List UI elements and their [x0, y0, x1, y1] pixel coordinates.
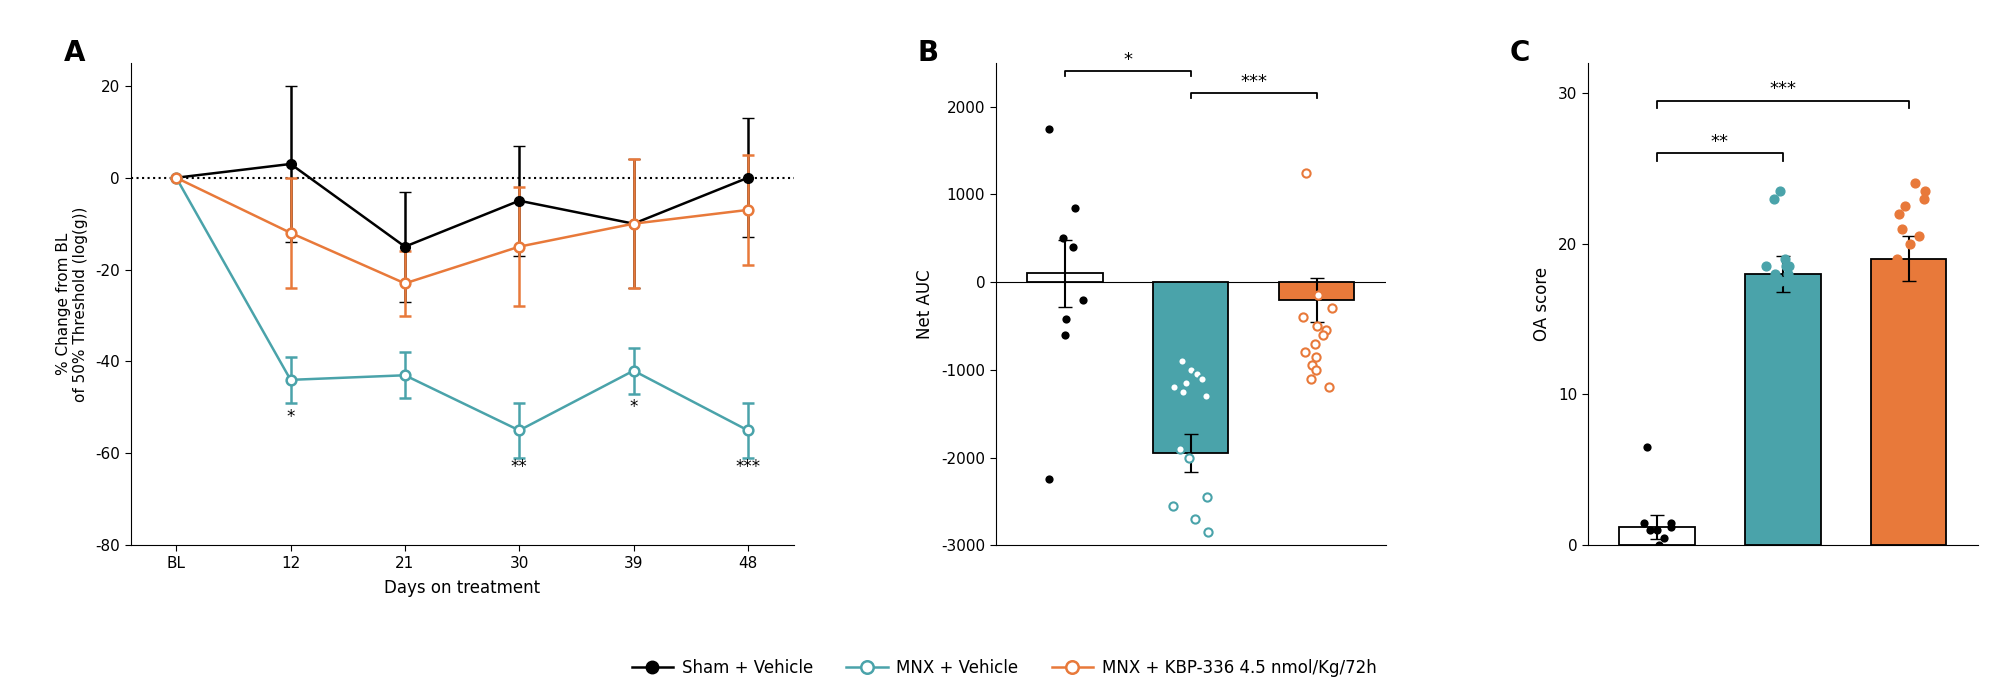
Point: [1885, 374, 1917, 385]
Point: [1634, 524, 1666, 535]
Point: [1762, 185, 1794, 196]
Point: [1883, 208, 1915, 219]
Text: B: B: [917, 38, 939, 67]
Text: *: *: [287, 408, 295, 426]
Bar: [1618, 527, 1694, 545]
Y-axis label: % Change from BL
of 50% Threshold (log(g)): % Change from BL of 50% Threshold (log(g…: [56, 206, 88, 402]
Point: [1764, 298, 1796, 310]
Text: *: *: [628, 398, 638, 417]
Text: ***: ***: [1240, 73, 1266, 91]
Point: [1046, 233, 1078, 244]
Point: [1190, 491, 1222, 503]
Point: [1772, 261, 1804, 272]
Point: [1190, 526, 1222, 538]
Text: *: *: [1122, 51, 1132, 69]
Point: [1164, 443, 1196, 454]
Point: [1648, 532, 1680, 543]
Point: [1899, 344, 1931, 355]
Point: [1166, 386, 1198, 397]
Point: [1899, 178, 1931, 189]
Point: [1156, 500, 1188, 512]
Point: [1303, 289, 1335, 301]
Point: [1066, 294, 1098, 305]
Bar: [1871, 259, 1945, 545]
Point: [1885, 223, 1917, 234]
Point: [1050, 313, 1082, 324]
Point: [1764, 276, 1796, 287]
Point: [1889, 314, 1921, 325]
Point: [1893, 238, 1925, 250]
Point: [1758, 268, 1790, 280]
Y-axis label: Net AUC: Net AUC: [915, 269, 933, 339]
Point: [1170, 377, 1202, 389]
Point: [1288, 347, 1321, 358]
Point: [1158, 382, 1190, 393]
Point: [1881, 253, 1913, 264]
Point: [1032, 123, 1064, 134]
Point: [1909, 185, 1941, 196]
Point: [1058, 241, 1090, 252]
Point: [1642, 540, 1674, 551]
Point: [1299, 351, 1331, 362]
Point: [1628, 517, 1660, 528]
Bar: [1744, 274, 1820, 545]
Point: [1889, 201, 1921, 212]
Text: ***: ***: [735, 458, 761, 476]
Bar: [1278, 282, 1353, 300]
Point: [1654, 521, 1686, 533]
Point: [1301, 320, 1333, 331]
Point: [1750, 283, 1782, 294]
Point: [1299, 364, 1331, 375]
Text: ***: ***: [1768, 80, 1796, 99]
Bar: [1152, 282, 1228, 453]
Text: C: C: [1509, 38, 1529, 67]
Point: [1295, 360, 1327, 371]
Point: [1750, 261, 1782, 272]
Point: [1770, 268, 1802, 280]
Point: [1178, 513, 1210, 524]
Point: [1768, 261, 1800, 272]
Point: [1190, 391, 1222, 402]
X-axis label: Days on treatment: Days on treatment: [383, 579, 540, 597]
Point: [1291, 167, 1323, 178]
Point: [1166, 356, 1198, 367]
Point: [1172, 452, 1204, 463]
Point: [1758, 193, 1790, 204]
Point: [1768, 253, 1800, 264]
Text: **: **: [1710, 133, 1728, 151]
Point: [1315, 303, 1347, 314]
Point: [1174, 364, 1206, 375]
Y-axis label: OA score: OA score: [1531, 267, 1549, 341]
Point: [1307, 329, 1339, 340]
Point: [1640, 524, 1672, 535]
Point: [1186, 373, 1218, 384]
Point: [1295, 373, 1327, 384]
Bar: [1028, 273, 1102, 282]
Point: [1907, 193, 1939, 204]
Point: [1654, 517, 1686, 528]
Point: [1180, 368, 1212, 380]
Point: [1901, 231, 1933, 242]
Point: [1750, 344, 1782, 355]
Point: [1299, 338, 1331, 349]
Point: [1032, 474, 1064, 485]
Point: [1313, 382, 1345, 393]
Text: A: A: [64, 38, 86, 67]
Point: [1060, 202, 1092, 213]
Legend: Sham + Vehicle, MNX + Vehicle, MNX + KBP-336 4.5 nmol/Kg/72h: Sham + Vehicle, MNX + Vehicle, MNX + KBP…: [624, 652, 1383, 684]
Point: [1048, 329, 1080, 340]
Text: **: **: [510, 458, 528, 476]
Point: [1309, 325, 1341, 336]
Point: [1630, 442, 1662, 453]
Point: [1286, 312, 1319, 323]
